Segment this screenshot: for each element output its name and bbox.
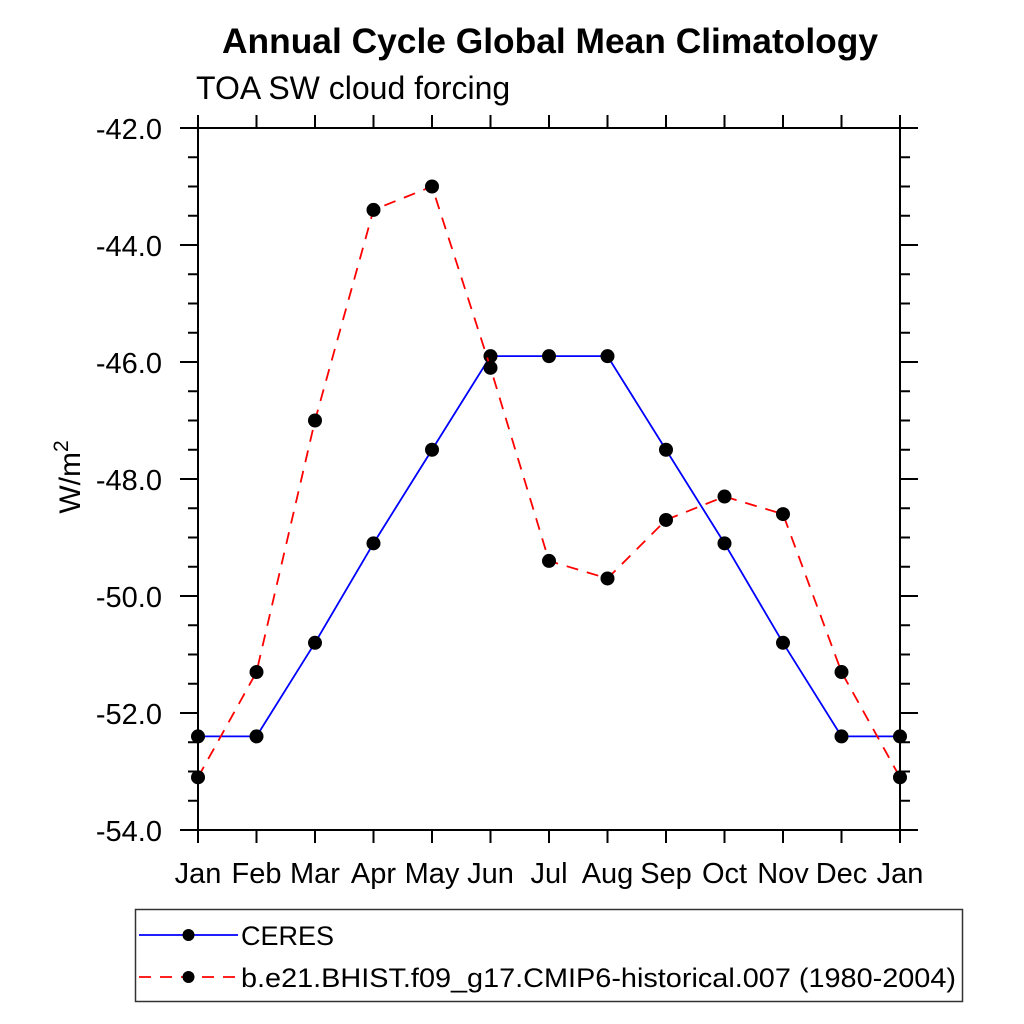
data-point-model-6 (542, 553, 556, 568)
legend-label-model: b.e21.BHIST.f09_g17.CMIP6-historical.007… (241, 963, 956, 993)
legend-label-ceres: CERES (241, 921, 334, 951)
data-point-ceres-0 (191, 729, 205, 744)
data-point-model-3 (366, 202, 381, 217)
y-tick-label: -52.0 (96, 699, 162, 731)
x-tick-label: Jun (467, 858, 514, 890)
data-point-ceres-6 (542, 349, 556, 364)
x-tick-label: Nov (757, 858, 809, 890)
series-line-model (197, 185, 901, 778)
x-tick-label: Oct (702, 858, 747, 890)
legend: CERES b.e21.BHIST.f09_g17.CMIP6-historic… (134, 908, 964, 1003)
data-point-model-1 (249, 665, 264, 680)
x-tick-label: Jul (530, 858, 567, 890)
x-tick-label: May (405, 858, 460, 890)
data-point-model-5 (483, 360, 498, 375)
data-point-model-9 (717, 489, 732, 504)
x-tick-label: Dec (816, 858, 868, 890)
data-point-model-7 (600, 571, 615, 586)
data-point-ceres-1 (249, 729, 264, 744)
y-axis-label-base: W/m (54, 452, 87, 514)
data-point-ceres-7 (600, 349, 615, 364)
x-tick-label: Sep (640, 858, 692, 890)
x-tick-label: Mar (290, 858, 340, 890)
data-point-model-10 (776, 507, 790, 522)
plot-area: Jan Feb Mar Apr May Jun Jul Aug Sep Oct Nov Dec Jan-… (96, 114, 923, 890)
data-point-model-0 (191, 770, 205, 785)
legend-marker-model (182, 971, 195, 983)
data-point-ceres-12 (893, 729, 907, 744)
data-point-ceres-11 (834, 729, 849, 744)
data-point-model-11 (834, 665, 849, 680)
x-tick-label: Feb (232, 858, 282, 890)
data-point-ceres-4 (425, 442, 439, 457)
data-point-model-4 (425, 179, 439, 194)
y-tick-label: -48.0 (96, 465, 162, 497)
y-tick-label: -42.0 (96, 114, 162, 146)
data-point-ceres-10 (776, 635, 790, 650)
legend-marker-ceres (182, 929, 195, 941)
data-point-model-12 (893, 770, 907, 785)
legend-box (134, 908, 964, 1003)
data-point-ceres-3 (366, 536, 381, 551)
x-tick-label: Jan (175, 858, 222, 890)
y-axis-label: W/m2 (50, 440, 87, 513)
x-tick-label: Jan (877, 858, 924, 890)
data-point-model-8 (659, 512, 673, 527)
y-tick-label: -46.0 (96, 348, 162, 380)
x-tick-label: Aug (582, 858, 634, 890)
chart-subtitle: TOA SW cloud forcing (196, 70, 510, 106)
y-tick-label: -50.0 (96, 582, 162, 614)
y-axis-label-exponent: 2 (50, 440, 73, 452)
data-point-model-2 (308, 413, 322, 428)
chart-title: Annual Cycle Global Mean Climatology (222, 22, 879, 61)
y-tick-label: -54.0 (96, 816, 162, 848)
data-point-ceres-9 (717, 536, 732, 551)
y-tick-label: -44.0 (96, 231, 162, 263)
x-tick-label: Apr (351, 858, 396, 890)
data-point-ceres-2 (308, 635, 322, 650)
data-point-ceres-8 (659, 442, 673, 457)
plot-frame (197, 127, 901, 831)
